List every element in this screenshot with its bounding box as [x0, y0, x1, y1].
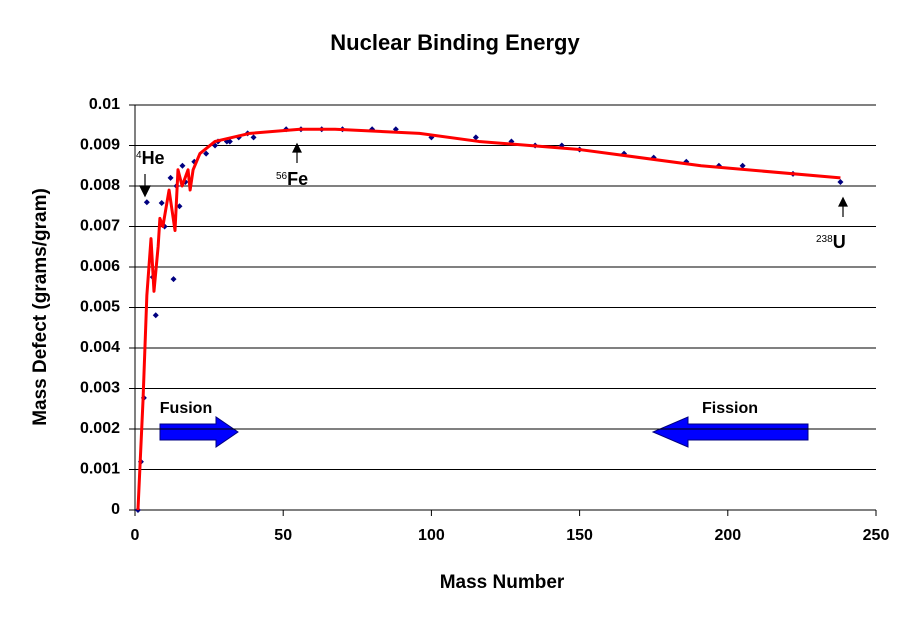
data-point	[226, 138, 233, 145]
annotation: Fusion	[160, 400, 212, 417]
y-tick-label: 0.008	[80, 177, 120, 194]
annotation-text: Fission	[702, 400, 758, 417]
annotation: Fission	[702, 400, 758, 417]
annotation-text: He	[142, 148, 165, 168]
annotation: 56Fe	[276, 169, 308, 189]
data-point	[739, 162, 746, 169]
y-tick-label: 0.007	[80, 218, 120, 235]
data-point	[152, 312, 159, 319]
annotation: 4He	[136, 148, 165, 168]
annotation-text: U	[833, 232, 846, 252]
y-tick-label: 0.01	[89, 96, 120, 113]
annotation-sup: 4	[136, 150, 142, 161]
x-tick-label: 150	[566, 527, 593, 544]
annotation-arrows	[139, 142, 848, 217]
data-point	[176, 203, 183, 210]
data-point	[170, 276, 177, 283]
x-axis-label: Mass Number	[440, 572, 565, 593]
y-axis-label: Mass Defect (grams/gram)	[30, 188, 51, 426]
chart-title: Nuclear Binding Energy	[330, 30, 580, 55]
y-tick-label: 0.001	[80, 461, 120, 478]
annotation: 238U	[816, 232, 846, 252]
y-tick-label: 0.009	[80, 137, 120, 154]
x-tick-label: 100	[418, 527, 445, 544]
x-tick-label: 250	[863, 527, 890, 544]
annotation-text: Fusion	[160, 400, 212, 417]
y-tick-label: 0.004	[80, 339, 120, 356]
data-point	[143, 199, 150, 206]
y-tick-label: 0.002	[80, 420, 120, 437]
annotation-sup: 238	[816, 234, 833, 245]
x-tick-label: 200	[714, 527, 741, 544]
y-tick-label: 0.003	[80, 380, 120, 397]
data-point	[250, 134, 257, 141]
data-point	[472, 134, 479, 141]
fission-arrow	[651, 416, 809, 448]
x-tick-label: 0	[131, 527, 140, 544]
data-point	[167, 174, 174, 181]
data-point	[179, 162, 186, 169]
data-point	[837, 178, 844, 185]
data-line	[136, 127, 841, 511]
fusion-arrow	[159, 416, 239, 448]
data-point	[158, 200, 165, 207]
y-tick-label: 0	[111, 501, 120, 518]
data-point	[203, 150, 210, 157]
annotation-sup: 56	[276, 171, 288, 182]
annotation-text: Fe	[287, 169, 308, 189]
y-tick-label: 0.006	[80, 258, 120, 275]
y-tick-label: 0.005	[80, 299, 120, 316]
x-tick-label: 50	[274, 527, 292, 544]
